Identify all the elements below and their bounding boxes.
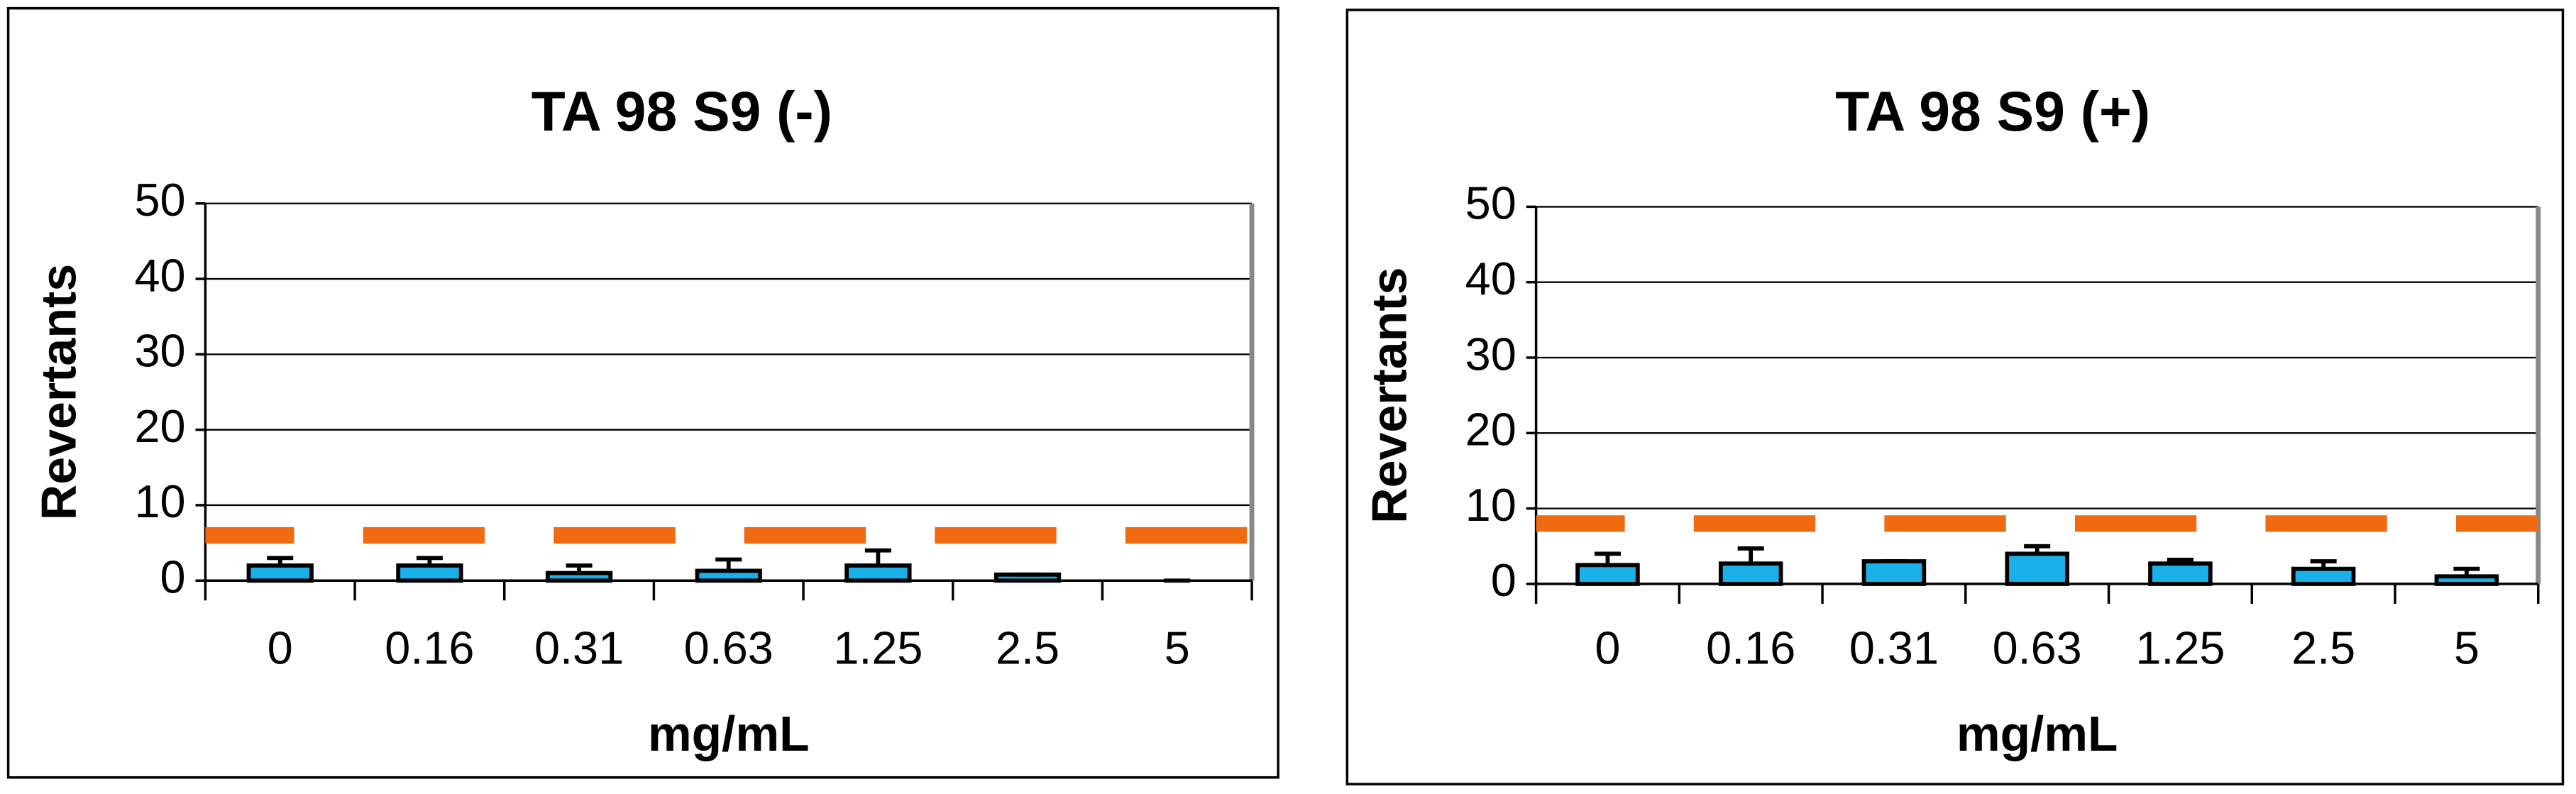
y-axis-label: Revertants [1362, 267, 1417, 523]
bar [396, 563, 463, 583]
y-tick-label: 10 [1465, 479, 1517, 531]
y-tick-label: 0 [1491, 554, 1517, 606]
bar [246, 563, 314, 583]
bar [695, 568, 762, 583]
chart-title: TA 98 S9 (+) [1835, 80, 2150, 143]
x-tick-label: 0.63 [684, 622, 774, 674]
x-tick-label: 5 [1165, 622, 1190, 674]
y-tick-label: 40 [135, 249, 186, 301]
bar [2291, 566, 2356, 586]
y-axis-label: Revertants [31, 264, 87, 520]
bar [545, 570, 613, 583]
bar [2434, 574, 2499, 586]
x-tick-label: 0.16 [1706, 622, 1795, 674]
chart-title: TA 98 S9 (-) [532, 80, 832, 143]
y-tick-label: 30 [135, 324, 186, 376]
x-tick-label: 1.25 [833, 622, 923, 674]
chart-frame [1345, 9, 2565, 785]
bar [844, 563, 912, 583]
x-tick-label: 0 [268, 622, 293, 674]
x-tick-label: 5 [2454, 622, 2479, 674]
x-tick-label: 0.63 [1993, 622, 2082, 674]
chart-frame [6, 6, 1279, 779]
bar [2148, 561, 2213, 586]
bar [2005, 551, 2069, 586]
y-tick-label: 50 [135, 174, 186, 226]
bar [1575, 563, 1640, 586]
bar [1861, 559, 1927, 586]
bar [1718, 561, 1783, 586]
x-tick-label: 0 [1595, 622, 1620, 674]
x-tick-label: 2.5 [2291, 622, 2355, 674]
y-tick-label: 20 [135, 400, 186, 452]
y-tick-label: 30 [1465, 328, 1517, 380]
x-tick-label: 2.5 [996, 622, 1059, 674]
x-tick-label: 1.25 [2135, 622, 2225, 674]
x-axis-label: mg/mL [1956, 706, 2118, 761]
x-tick-label: 0.16 [385, 622, 474, 674]
x-tick-label: 0.31 [534, 622, 624, 674]
y-tick-label: 0 [160, 551, 186, 602]
y-tick-label: 20 [1465, 403, 1517, 455]
x-axis-label: mg/mL [648, 706, 810, 761]
x-tick-label: 0.31 [1849, 622, 1939, 674]
y-tick-label: 10 [135, 475, 186, 527]
y-tick-label: 50 [1465, 177, 1517, 228]
y-tick-label: 40 [1465, 253, 1517, 304]
